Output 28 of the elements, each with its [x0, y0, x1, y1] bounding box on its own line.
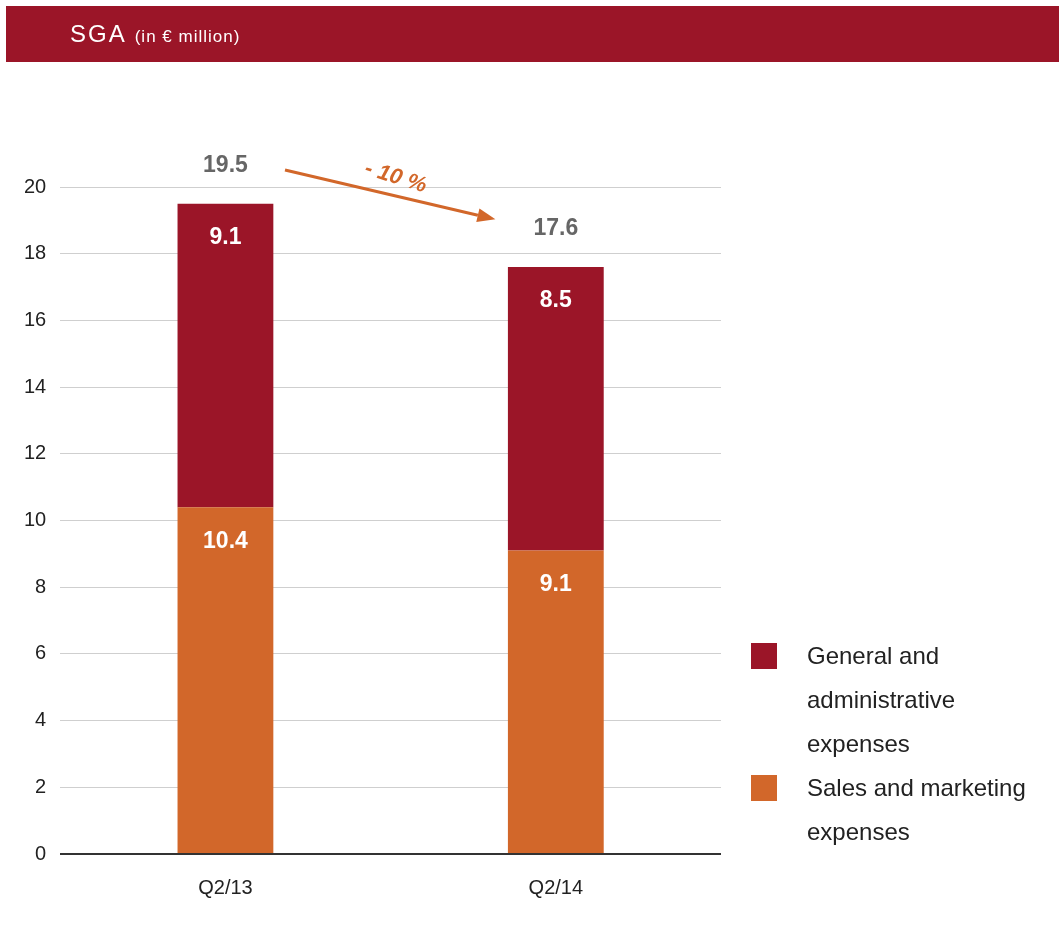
data-label: 10.4 [203, 526, 249, 553]
chart-subtitle: (in € million) [134, 27, 241, 46]
y-tick-label: 18 [24, 241, 47, 264]
y-tick-label: 4 [35, 708, 47, 731]
y-tick-label: 12 [24, 441, 47, 464]
y-tick-label: 2 [35, 774, 47, 797]
x-tick-label: Q2/14 [528, 875, 584, 898]
y-tick-label: 8 [35, 574, 47, 597]
x-tick-label: Q2/13 [198, 875, 253, 898]
chart-title: SGA [70, 20, 127, 47]
y-tick-label: 6 [35, 641, 47, 664]
bar [507, 550, 604, 853]
legend-label: General and administrative expenses [807, 641, 957, 759]
bar [177, 507, 274, 853]
bar [507, 267, 604, 551]
annotation: - 10 % [362, 154, 431, 198]
y-tick-label: 0 [35, 841, 47, 864]
y-tick-label: 14 [24, 374, 47, 397]
bar [177, 203, 274, 508]
y-tick-label: 20 [24, 174, 47, 197]
data-label: 9.1 [209, 223, 242, 250]
data-label: 8.5 [539, 286, 572, 313]
total-label: 19.5 [203, 151, 249, 178]
data-label: 9.1 [539, 569, 572, 596]
legend-label: Sales and marketing expenses [807, 773, 1027, 847]
total-label: 17.6 [533, 214, 579, 241]
y-tick-label: 16 [24, 307, 47, 330]
y-tick-label: 10 [24, 508, 47, 531]
